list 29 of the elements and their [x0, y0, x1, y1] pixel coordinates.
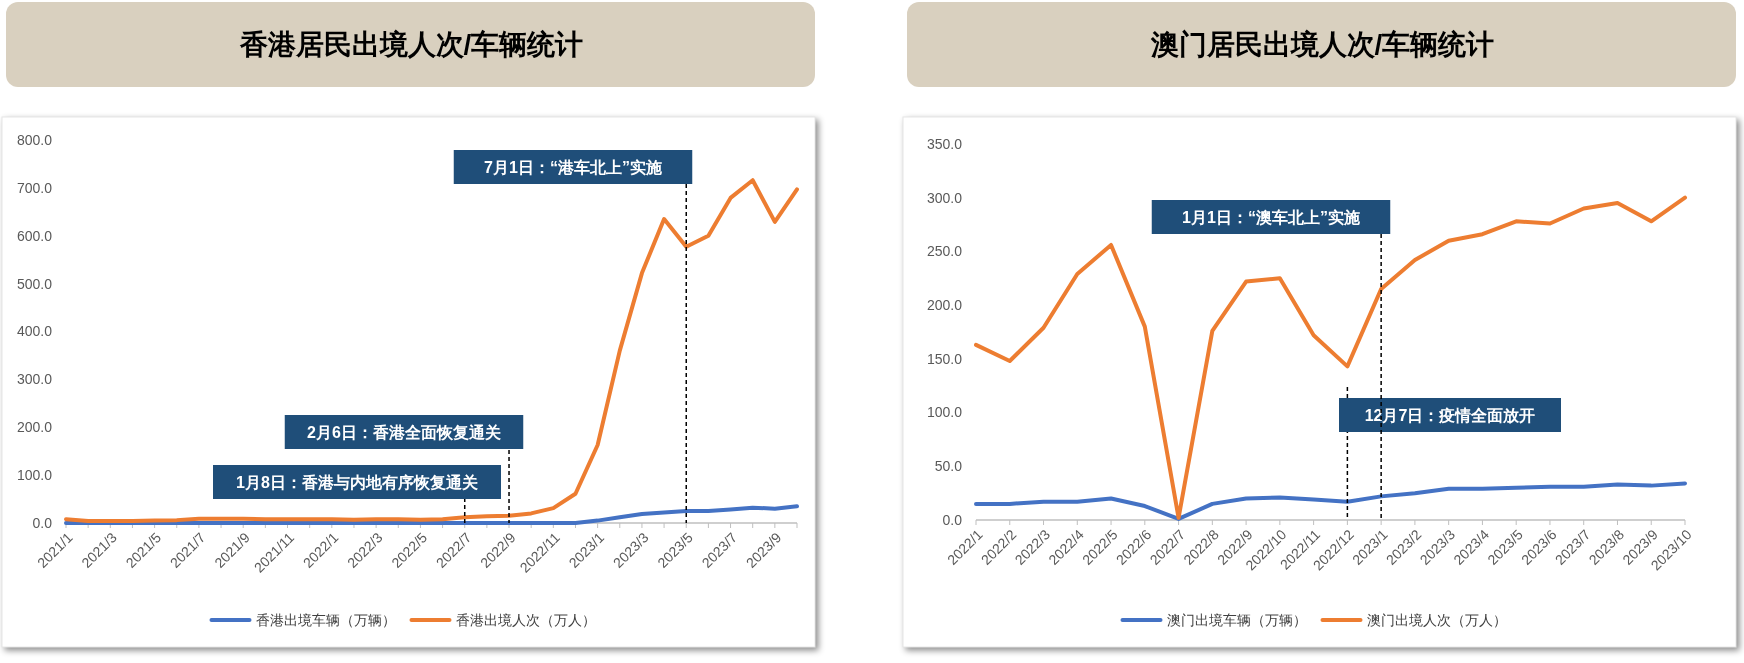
y-tick-label: 500.0: [16, 275, 53, 292]
y-tick-label: 250.0: [926, 243, 963, 260]
legend-label: 澳门出境车辆（万辆）: [1166, 611, 1307, 628]
y-tick-label: 400.0: [16, 323, 53, 340]
legend-label: 香港出境车辆（万辆）: [255, 611, 396, 628]
y-tick-label: 300.0: [926, 189, 963, 206]
ref-line-label: 1月1日：“澳车北上”实施: [1182, 208, 1361, 226]
ref-line-label: 2月6日：香港全面恢复通关: [307, 423, 501, 441]
ref-line-label: 7月1日：“港车北上”实施: [484, 158, 663, 176]
line-series: [64, 504, 799, 525]
y-tick-label: 100.0: [16, 467, 53, 484]
y-tick-label: 350.0: [926, 135, 963, 152]
ref-line-label: 1月8日：香港与内地有序恢复通关: [236, 472, 478, 491]
y-tick-label: 200.0: [926, 297, 963, 314]
y-tick-label: 200.0: [16, 419, 53, 436]
y-tick-label: 50.0: [934, 458, 963, 475]
y-tick-label: 300.0: [16, 371, 53, 388]
chart-title: 澳门居民出境人次/车辆统计: [1149, 29, 1495, 60]
chart-title: 香港居民出境人次/车辆统计: [238, 29, 584, 60]
y-tick-label: 700.0: [16, 179, 53, 196]
ref-line-label: 12月7日：疫情全面放开: [1364, 406, 1536, 424]
legend-label: 香港出境人次（万人）: [455, 611, 596, 628]
y-tick-label: 800.0: [16, 131, 53, 148]
y-tick-label: 0.0: [942, 511, 963, 528]
y-tick-label: 100.0: [926, 404, 963, 421]
y-tick-label: 600.0: [16, 227, 53, 244]
legend-label: 澳门出境人次（万人）: [1366, 611, 1507, 628]
y-tick-label: 0.0: [32, 514, 53, 531]
y-tick-label: 150.0: [926, 350, 963, 367]
